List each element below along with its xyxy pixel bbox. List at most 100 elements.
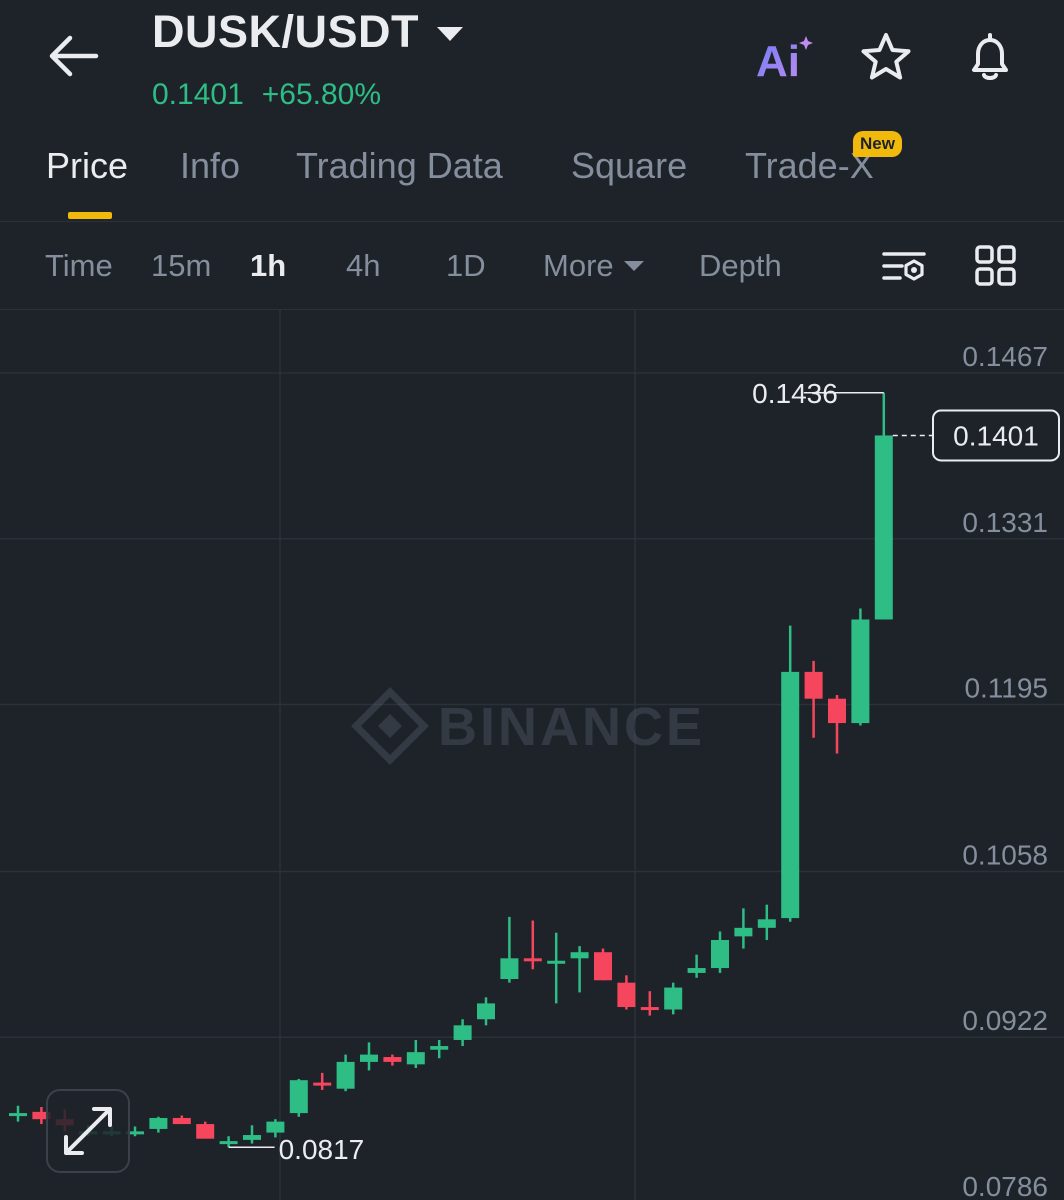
candle xyxy=(383,1054,402,1066)
candle-body xyxy=(734,927,753,937)
last-price: 0.1401 xyxy=(152,78,244,111)
candle xyxy=(828,695,846,754)
candle-body xyxy=(149,1117,168,1129)
interval-bar: Time 15m 1h 4h 1D More Depth xyxy=(0,222,1064,310)
new-badge: New xyxy=(853,131,902,157)
candle-body xyxy=(453,1025,472,1040)
binance-watermark: BINANCE xyxy=(351,687,705,765)
low-price-label: 0.0817 xyxy=(279,1134,365,1165)
watermark-text: BINANCE xyxy=(438,697,705,757)
candle-body xyxy=(664,987,683,1010)
candle xyxy=(664,982,683,1015)
candle xyxy=(336,1054,355,1092)
candle xyxy=(32,1106,51,1125)
bell-icon[interactable] xyxy=(962,30,1018,86)
candle-body xyxy=(360,1054,378,1062)
y-axis-label: 0.1467 xyxy=(962,341,1048,372)
candle-body xyxy=(477,1003,495,1020)
candlestick-chart[interactable]: BINANCE 0.1467 0.1331 0.1195 0.1058 0.0922 0.… xyxy=(0,310,1064,1200)
candle-body xyxy=(874,435,893,620)
candle-body xyxy=(172,1117,191,1125)
candle-body xyxy=(243,1135,261,1140)
star-icon[interactable] xyxy=(858,30,914,86)
candle xyxy=(9,1105,27,1122)
candle xyxy=(570,946,589,993)
candle xyxy=(547,932,566,1004)
interval-depth[interactable]: Depth xyxy=(699,248,782,283)
candle-body xyxy=(336,1061,355,1089)
candle-body xyxy=(711,940,729,969)
candle-body xyxy=(266,1121,285,1133)
interval-more[interactable]: More xyxy=(543,248,644,284)
indicator-settings-icon[interactable] xyxy=(880,242,928,290)
candle-body xyxy=(804,671,823,699)
candle-body xyxy=(617,982,636,1008)
interval-15m[interactable]: 15m xyxy=(151,248,212,283)
ai-icon[interactable]: Ai xyxy=(756,34,813,90)
candle xyxy=(406,1039,425,1068)
candle-body xyxy=(219,1141,238,1145)
candle-body xyxy=(757,919,776,928)
candle-body xyxy=(406,1052,425,1065)
candle-body xyxy=(687,968,706,973)
candle xyxy=(266,1119,285,1138)
current-price-box xyxy=(932,409,1060,462)
candle-body xyxy=(289,1080,308,1114)
pair-title: DUSK/USDT xyxy=(152,6,420,57)
candle-body xyxy=(500,958,519,980)
interval-time[interactable]: Time xyxy=(45,248,113,283)
active-tab-indicator xyxy=(68,212,112,219)
y-axis-label: 0.1058 xyxy=(962,839,1048,870)
fullscreen-button[interactable] xyxy=(46,1089,130,1173)
interval-4h[interactable]: 4h xyxy=(346,248,381,283)
candle xyxy=(243,1125,261,1144)
candle xyxy=(640,991,659,1016)
header: DUSK/USDT 0.1401 +65.80% Ai xyxy=(0,0,1064,125)
y-axis-label: 0.0922 xyxy=(962,1005,1048,1036)
price-change: +65.80% xyxy=(261,78,382,111)
layout-grid-icon[interactable] xyxy=(972,242,1020,290)
interval-1h[interactable]: 1h xyxy=(250,248,287,283)
candle xyxy=(477,997,495,1026)
candle-body xyxy=(523,958,542,962)
y-axis-label: 0.0786 xyxy=(962,1171,1048,1200)
tab-bar: Price Info Trading Data Square Trade-X xyxy=(0,125,1064,222)
candle-body xyxy=(781,671,800,919)
high-price-label: 0.1436 xyxy=(752,378,838,409)
caret-down-icon xyxy=(623,260,644,271)
price-row: 0.1401 +65.80% xyxy=(152,78,381,112)
tab-trading-data[interactable]: Trading Data xyxy=(296,145,503,186)
candle-body xyxy=(570,952,589,959)
candle-body xyxy=(196,1124,215,1139)
candle-body xyxy=(828,698,846,724)
tab-trade-x[interactable]: Trade-X xyxy=(745,145,874,186)
candle-body xyxy=(851,619,870,724)
tab-info[interactable]: Info xyxy=(180,145,241,186)
candle-body xyxy=(547,960,566,964)
candle-body xyxy=(32,1111,51,1120)
chart-svg: BINANCE 0.1467 0.1331 0.1195 0.1058 0.0922 0.… xyxy=(0,310,1064,1200)
candle xyxy=(196,1121,215,1139)
candle xyxy=(219,1136,238,1148)
candle xyxy=(874,392,893,620)
candle-body xyxy=(640,1007,659,1011)
candle-body xyxy=(594,952,612,981)
candle xyxy=(360,1042,378,1071)
candle xyxy=(781,625,800,922)
tab-price[interactable]: Price xyxy=(46,145,129,186)
candle xyxy=(500,916,519,983)
candle xyxy=(617,975,636,1010)
chevron-down-icon xyxy=(437,27,464,41)
candle-body xyxy=(430,1046,449,1050)
candle xyxy=(313,1072,332,1090)
candle-body xyxy=(126,1131,144,1135)
tab-square[interactable]: Square xyxy=(571,145,688,186)
candle xyxy=(149,1116,168,1133)
pair-selector[interactable]: DUSK/USDT xyxy=(152,6,464,58)
back-arrow-icon[interactable] xyxy=(44,30,104,82)
candle xyxy=(523,920,542,970)
candle xyxy=(594,948,612,981)
interval-1d[interactable]: 1D xyxy=(446,248,486,283)
expand-arrows-icon xyxy=(64,1107,112,1155)
candle xyxy=(172,1115,191,1125)
